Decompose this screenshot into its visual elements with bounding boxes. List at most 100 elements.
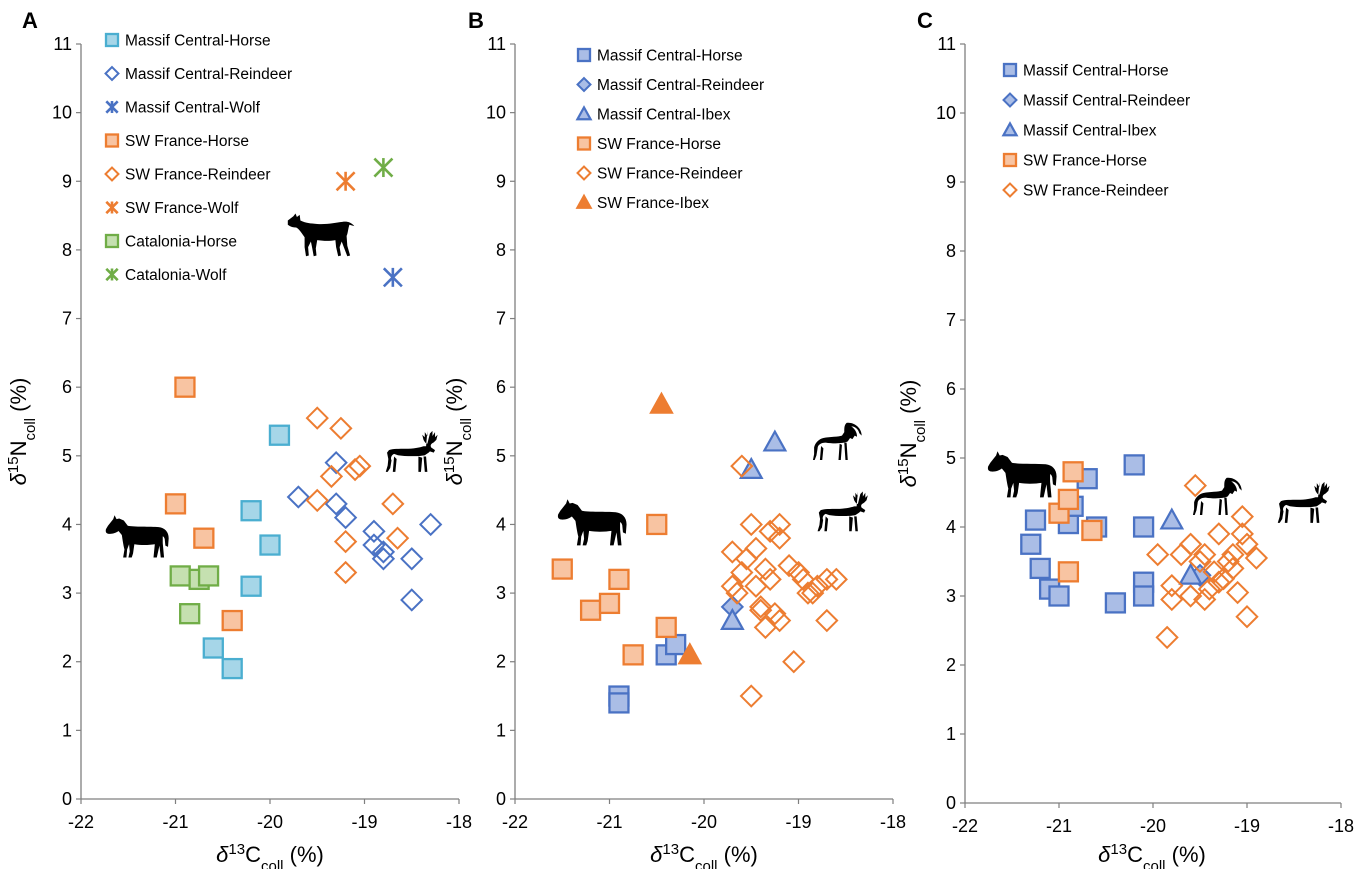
data-point: [1178, 532, 1203, 556]
legend-item: Massif Central-Wolf: [105, 100, 261, 117]
data-point: [1197, 577, 1222, 601]
x-axis-label: δ13Ccoll (%): [1098, 841, 1206, 869]
data-point: [649, 391, 674, 414]
data-point: [1132, 585, 1155, 607]
y-tick-label: 8: [62, 240, 72, 260]
legend-marker: [104, 233, 120, 249]
wolf-icon: [287, 213, 355, 257]
reindeer-icon: [1277, 481, 1330, 523]
data-point: [362, 519, 386, 543]
data-point: [1193, 542, 1217, 567]
y-tick-label: 5: [62, 446, 72, 466]
legend-item: Catalonia-Wolf: [105, 267, 227, 284]
series: [608, 633, 687, 714]
legend-marker: [1002, 152, 1018, 168]
legend-marker: [104, 133, 120, 148]
data-point: [371, 547, 396, 571]
legend-label: Massif Central-Reindeer: [125, 66, 292, 83]
data-point: [796, 581, 820, 605]
data-point: [385, 526, 410, 550]
data-point: [193, 527, 215, 549]
legend-item: Massif Central-Reindeer: [1002, 92, 1190, 110]
y-tick-label: 0: [62, 789, 72, 809]
legend: Massif Central-Horse Massif Central-Reind…: [104, 32, 292, 284]
series: [1159, 507, 1203, 585]
ibex-icon: [1192, 477, 1242, 515]
data-point: [753, 615, 778, 640]
series: [382, 267, 403, 288]
x-tick-label: -18: [446, 812, 472, 832]
data-point: [749, 595, 773, 619]
x-tick-label: -18: [1328, 816, 1354, 836]
y-tick-label: 9: [946, 172, 956, 192]
y-tick-label: 6: [62, 377, 72, 397]
legend-item: SW France-Reindeer: [104, 166, 271, 184]
legend-label: SW France-Reindeer: [125, 167, 271, 184]
x-tick-label: -22: [952, 816, 978, 836]
data-point: [324, 492, 348, 516]
data-point: [1178, 584, 1203, 608]
data-point: [579, 599, 602, 621]
y-tick-label: 8: [946, 241, 956, 261]
data-point: [1081, 519, 1103, 542]
series: [164, 376, 243, 632]
data-point: [655, 616, 677, 639]
y-tick-label: 11: [937, 34, 956, 54]
y-tick-label: 7: [496, 309, 506, 329]
data-point: [1104, 592, 1127, 614]
data-point: [608, 692, 630, 714]
y-tick-label: 4: [496, 514, 506, 534]
legend-item: Massif Central-Horse: [576, 48, 743, 65]
legend-label: Catalonia-Horse: [125, 234, 237, 251]
y-tick-label: 11: [487, 34, 506, 54]
legend-label: Massif Central-Reindeer: [1023, 93, 1190, 110]
data-point: [646, 513, 668, 536]
y-tick-label: 2: [62, 652, 72, 672]
data-point: [1048, 585, 1070, 607]
legend-marker: [104, 32, 120, 48]
series: [335, 171, 356, 192]
legend-label: SW France-Ibex: [597, 195, 709, 212]
data-point: [744, 574, 768, 598]
data-point: [1057, 488, 1080, 511]
data-point: [335, 171, 356, 192]
legend-marker: [576, 165, 592, 181]
legend-item: Massif Central-Horse: [1002, 63, 1169, 80]
y-tick-label: 3: [496, 583, 506, 603]
y-axis-label: δ15Ncoll (%): [895, 380, 929, 488]
data-point: [329, 416, 353, 441]
data-point: [758, 567, 782, 592]
legend-item: SW France-Horse: [1002, 152, 1147, 170]
x-tick-label: -20: [257, 812, 283, 832]
data-point: [730, 560, 754, 585]
legend-item: SW France-Wolf: [105, 200, 239, 217]
data-point: [720, 540, 745, 564]
data-point: [305, 488, 329, 513]
data-point: [739, 512, 763, 537]
legend-label: SW France-Reindeer: [1023, 183, 1169, 200]
y-tick-label: 11: [53, 34, 72, 54]
y-tick-label: 10: [52, 103, 72, 123]
legend: Massif Central-Horse Massif Central-Reind…: [575, 48, 764, 212]
data-point: [762, 429, 788, 452]
data-point: [1207, 522, 1231, 546]
series: [169, 565, 220, 625]
y-tick-label: 9: [496, 171, 506, 191]
data-point: [1123, 454, 1145, 476]
x-tick-label: -21: [596, 812, 622, 832]
data-point: [1155, 625, 1179, 650]
data-point: [362, 533, 386, 557]
legend-item: Massif Central-Reindeer: [576, 76, 764, 94]
legend-marker: [1001, 121, 1019, 137]
data-point: [268, 424, 291, 446]
data-point: [801, 581, 825, 605]
data-point: [786, 560, 811, 585]
x-tick-label: -22: [502, 812, 528, 832]
data-point: [333, 505, 358, 530]
legend-marker: [1002, 92, 1018, 108]
y-tick-label: 6: [946, 379, 956, 399]
y-tick-label: 3: [62, 583, 72, 603]
data-point: [1230, 504, 1254, 529]
data-point: [1235, 532, 1259, 556]
series: [720, 454, 848, 708]
